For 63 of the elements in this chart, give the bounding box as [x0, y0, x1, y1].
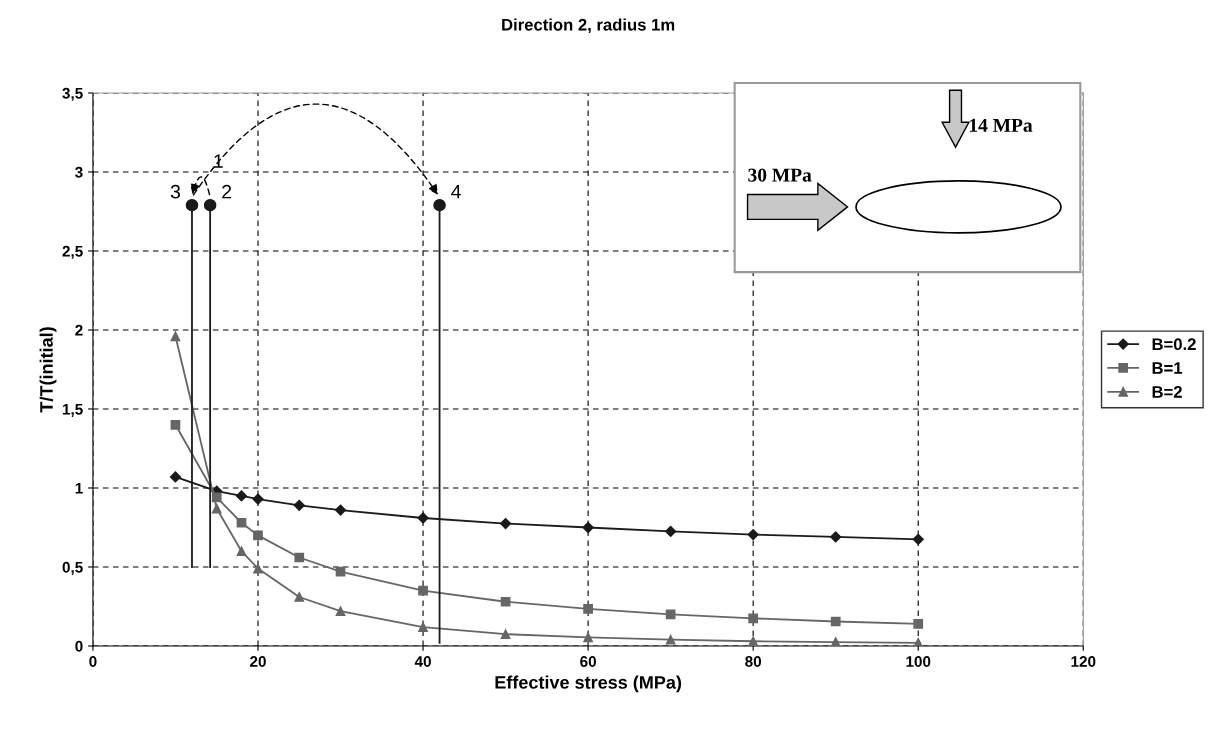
legend-label: B=2 — [1152, 386, 1182, 398]
point — [582, 521, 594, 534]
annotation: 14 MPa — [969, 118, 1033, 132]
annotation: 3 — [170, 184, 181, 199]
y-tick-label: 1 — [75, 483, 83, 494]
x-tick-label: 100 — [906, 656, 931, 667]
point — [335, 566, 346, 577]
point — [418, 622, 428, 632]
chart-title: Direction 2, radius 1m — [502, 18, 675, 34]
x-tick-label: 60 — [580, 656, 596, 667]
point — [747, 528, 759, 541]
y-tick-label: 3 — [75, 166, 83, 178]
x-tick-label: 20 — [250, 656, 266, 667]
y-tick-label: 2 — [75, 324, 83, 336]
point — [583, 603, 593, 614]
point — [913, 619, 924, 629]
point — [236, 517, 247, 528]
point — [294, 552, 305, 563]
point — [830, 637, 841, 646]
point — [253, 563, 263, 574]
point — [665, 634, 676, 645]
point — [912, 533, 924, 545]
point — [169, 471, 182, 483]
annotation: 2 — [222, 184, 232, 199]
annotation: 1 — [214, 154, 223, 168]
point — [830, 616, 841, 627]
legend-label: B=1 — [1152, 362, 1183, 374]
y-tick-label: 1,5 — [62, 404, 83, 417]
point — [293, 499, 305, 511]
point — [294, 592, 305, 602]
point — [170, 331, 181, 342]
y-tick-label: 0,5 — [62, 561, 83, 575]
point — [253, 530, 263, 541]
point — [235, 490, 248, 502]
y-tick-label: 0 — [75, 640, 83, 652]
x-tick-label: 0 — [89, 656, 97, 667]
point — [499, 517, 512, 530]
point — [500, 629, 511, 640]
point — [748, 613, 759, 624]
x-tick-label: 40 — [414, 656, 431, 667]
legend-label: B=0.2 — [1152, 338, 1196, 351]
point — [203, 198, 217, 212]
point — [433, 198, 446, 212]
point — [418, 585, 428, 596]
annotation: 4 — [451, 184, 461, 199]
x-axis-title: Effective stress (MPa) — [495, 675, 682, 693]
point — [211, 503, 222, 514]
point — [665, 525, 677, 538]
point — [236, 546, 247, 557]
point — [335, 606, 346, 617]
y-tick-label: 2,5 — [62, 245, 83, 259]
point — [185, 198, 199, 212]
point — [830, 531, 842, 543]
point — [500, 596, 511, 607]
point — [334, 504, 347, 516]
point — [170, 419, 181, 430]
x-tick-label: 120 — [1071, 656, 1096, 667]
point — [748, 636, 759, 646]
annotation: 30 MPa — [748, 168, 812, 182]
y-axis-title: T/T(initial) — [39, 327, 57, 413]
point — [583, 632, 593, 643]
x-tick-label: 80 — [745, 656, 762, 667]
y-tick-label: 3,5 — [62, 87, 83, 101]
